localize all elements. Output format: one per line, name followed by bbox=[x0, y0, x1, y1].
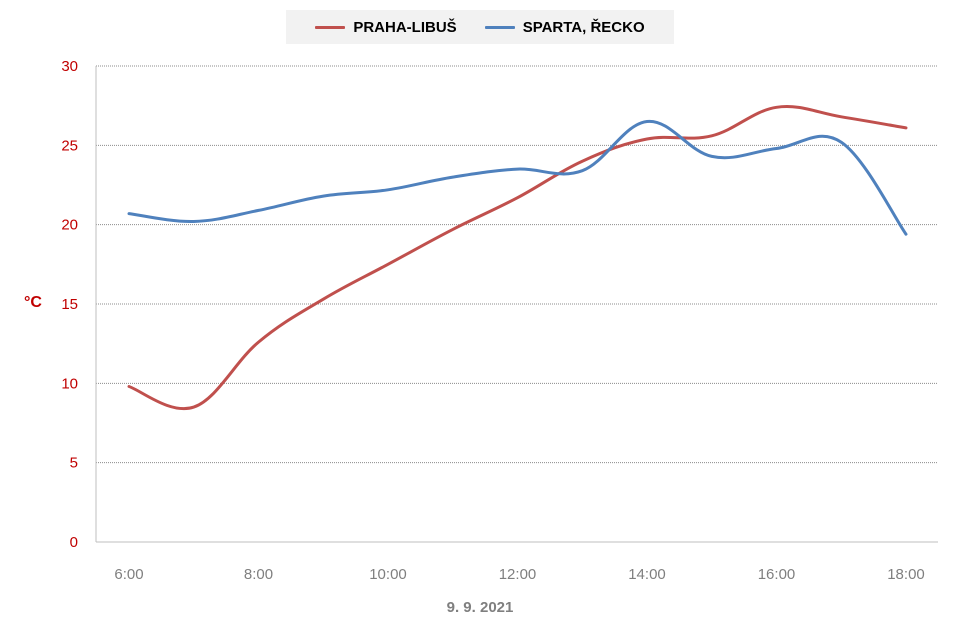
legend-label-sparta: SPARTA, ŘECKO bbox=[522, 18, 645, 36]
series-line-sparta-recko bbox=[127, 119, 908, 236]
legend: PRAHA-LIBUŠ SPARTA, ŘECKO bbox=[286, 10, 674, 44]
y-tick-label-0: 0 bbox=[70, 534, 78, 551]
y-tick-label-15: 15 bbox=[61, 296, 78, 313]
legend-swatch-praha bbox=[315, 25, 346, 29]
x-tick-label-8-00: 8:00 bbox=[244, 566, 273, 583]
y-tick-label-25: 25 bbox=[61, 137, 78, 154]
legend-item-praha: PRAHA-LIBUŠ bbox=[315, 18, 457, 36]
legend-item-sparta: SPARTA, ŘECKO bbox=[484, 18, 645, 36]
y-tick-label-10: 10 bbox=[61, 375, 78, 392]
x-tick-label-14-00: 14:00 bbox=[628, 566, 666, 583]
legend-label-praha: PRAHA-LIBUŠ bbox=[353, 18, 457, 36]
series-line-praha-libus bbox=[127, 105, 908, 411]
y-tick-label-30: 30 bbox=[61, 58, 78, 75]
y-tick-label-5: 5 bbox=[70, 455, 78, 472]
legend-swatch-sparta bbox=[484, 25, 515, 29]
x-tick-label-18-00: 18:00 bbox=[887, 566, 925, 583]
y-axis-unit-label: °C bbox=[24, 294, 42, 311]
x-tick-label-10-00: 10:00 bbox=[369, 566, 407, 583]
x-tick-label-6-00: 6:00 bbox=[114, 566, 143, 583]
x-axis-title: 9. 9. 2021 bbox=[446, 599, 514, 616]
y-tick-label-20: 20 bbox=[61, 217, 78, 234]
x-tick-label-16-00: 16:00 bbox=[758, 566, 796, 583]
x-tick-label-12-00: 12:00 bbox=[499, 566, 537, 583]
